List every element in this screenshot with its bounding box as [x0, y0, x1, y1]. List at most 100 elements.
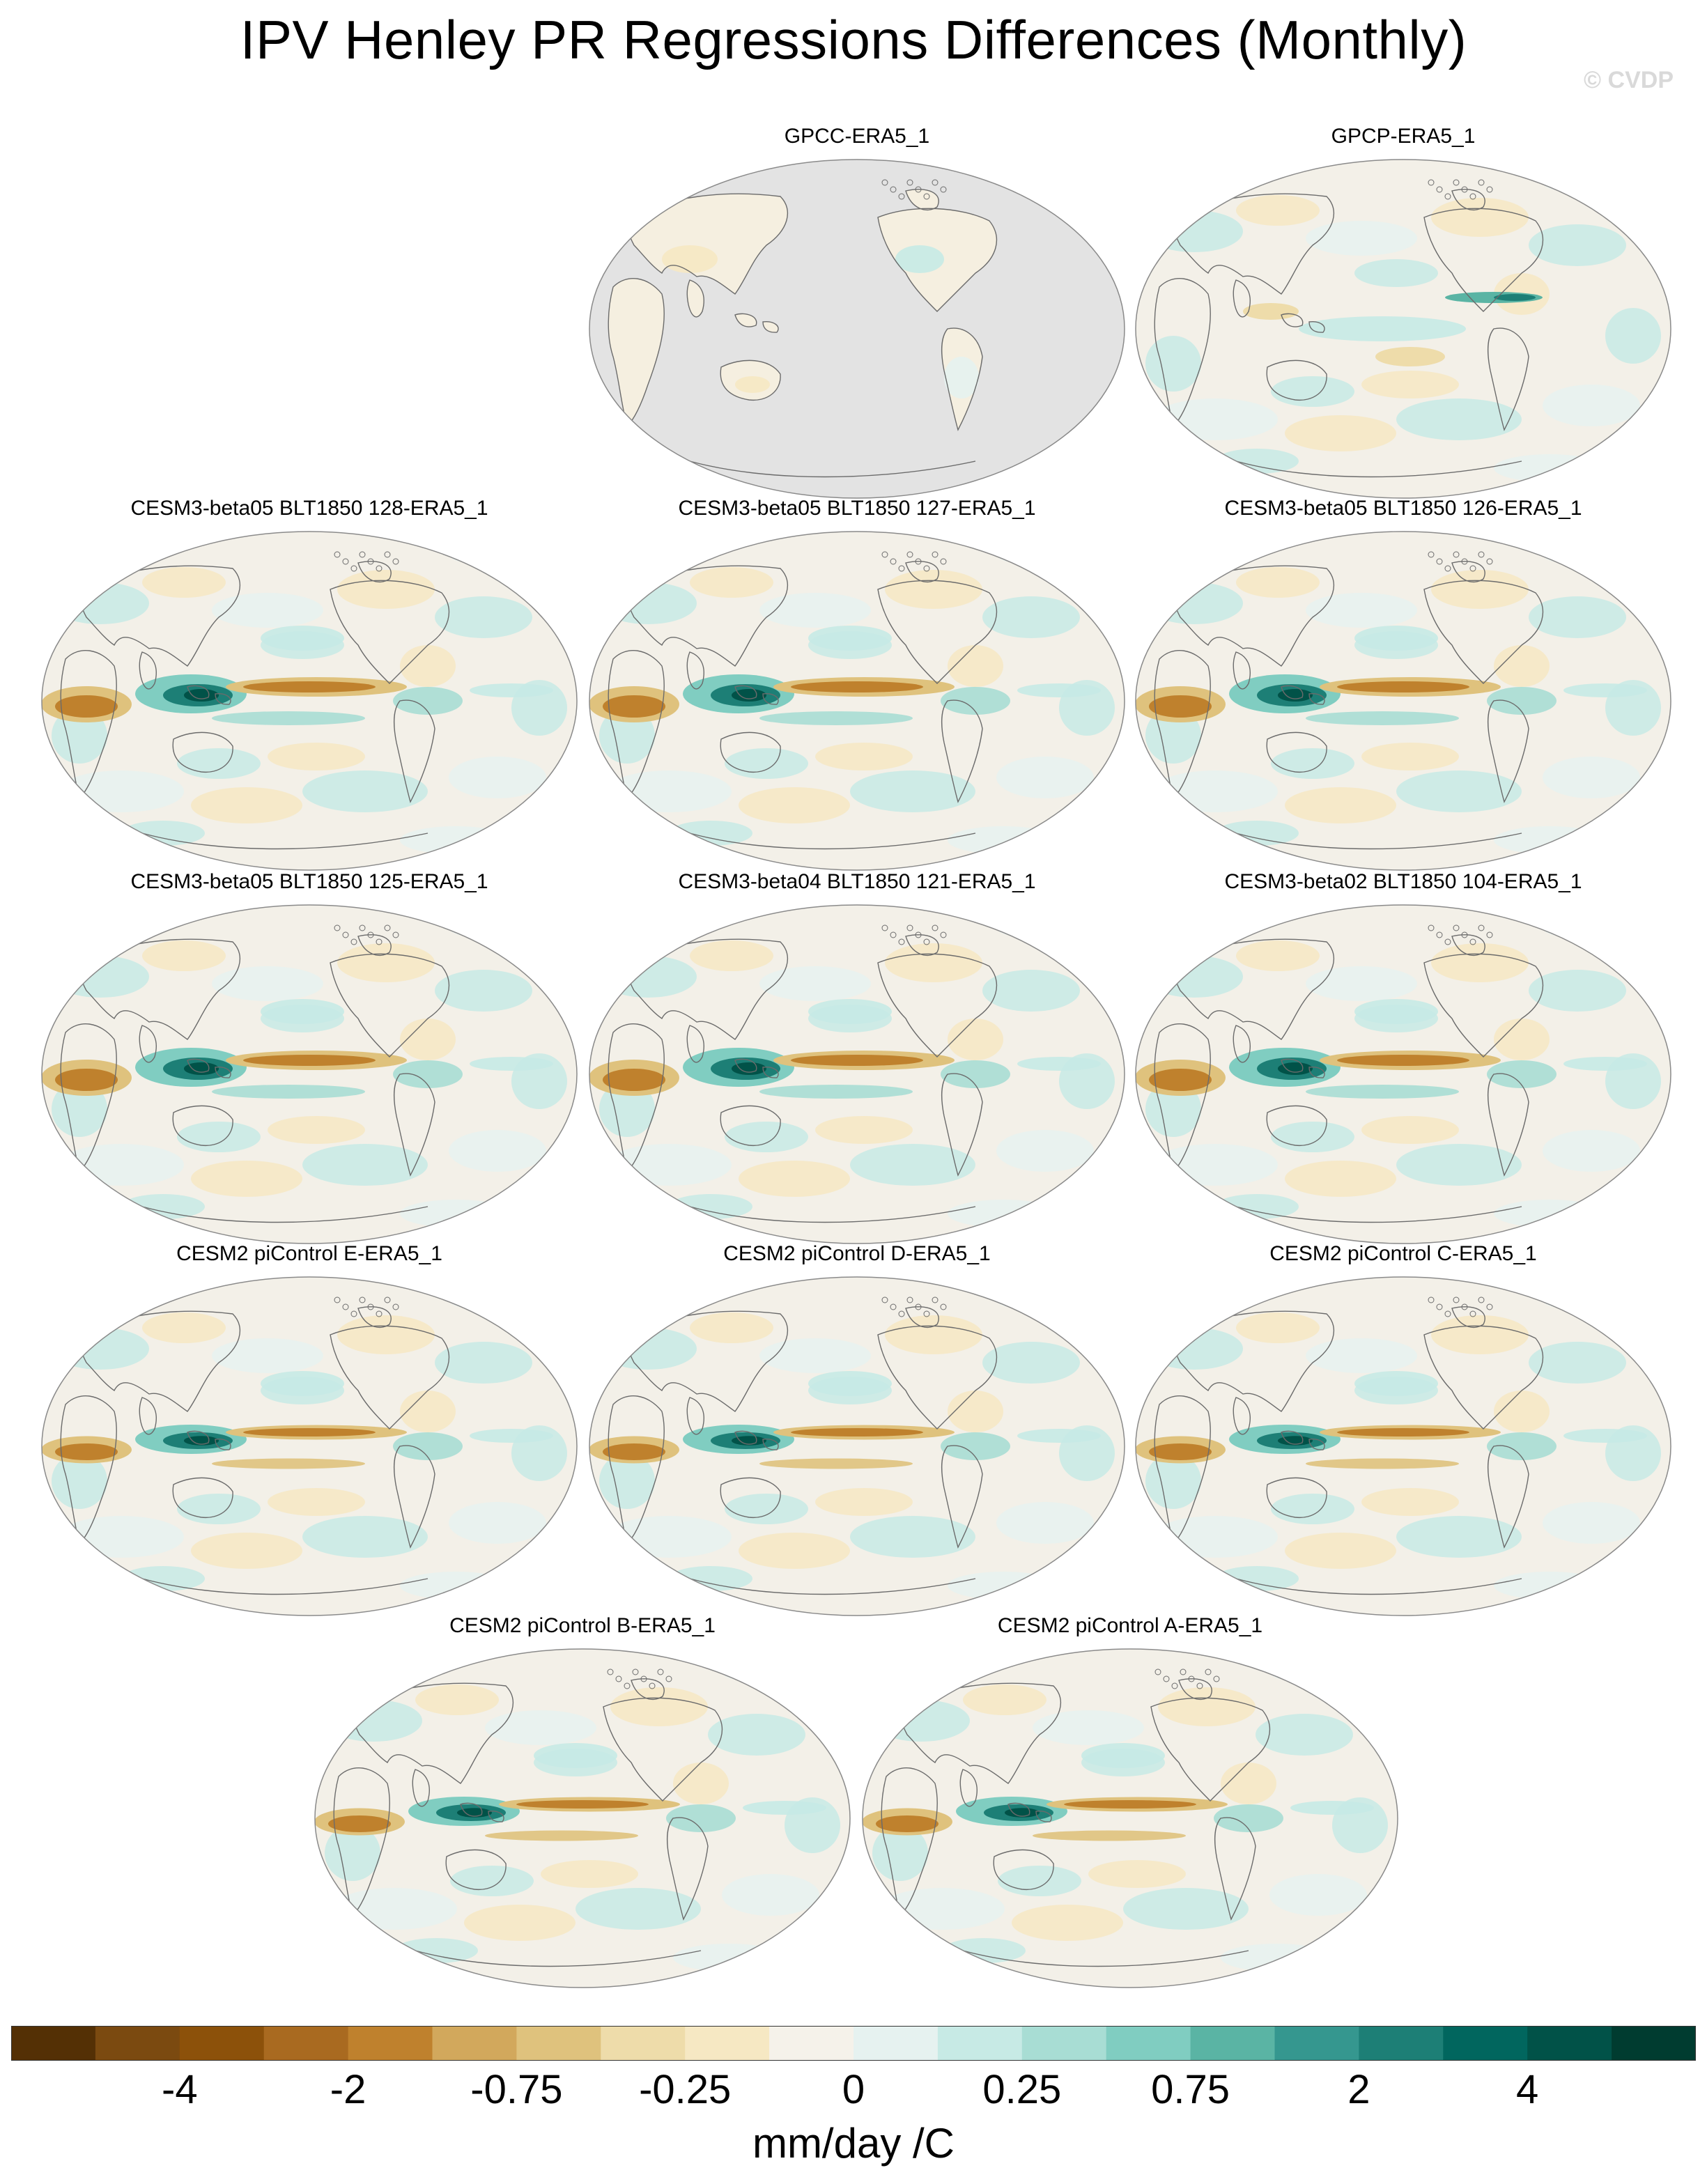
coastline — [359, 1296, 366, 1303]
anomaly-patch — [1494, 1572, 1605, 1600]
anomaly-patch — [599, 582, 697, 624]
coastline — [351, 1682, 513, 1784]
coastline — [350, 1310, 357, 1317]
anomaly-patch — [739, 1533, 850, 1569]
anomaly-patch — [268, 1116, 365, 1144]
coastline — [1453, 179, 1460, 186]
colorbar-segment — [95, 2026, 180, 2061]
anomaly-patch — [450, 1866, 534, 1896]
coastline — [626, 193, 788, 295]
anomaly-patch — [739, 787, 850, 823]
wet-anomaly — [261, 1371, 344, 1396]
wet-anomaly — [941, 687, 1010, 715]
anomaly-patch — [1431, 570, 1529, 609]
anomaly-patch — [1145, 1453, 1201, 1509]
anomaly-patch — [1285, 787, 1396, 823]
anomaly-patch — [948, 1391, 1003, 1432]
coastline — [1154, 1023, 1211, 1173]
anomaly-patch — [1299, 316, 1466, 341]
coastline — [1154, 649, 1211, 800]
coastline — [720, 1105, 781, 1147]
anomaly-patch — [885, 943, 982, 982]
coastline — [898, 193, 905, 200]
coastline — [172, 1105, 233, 1147]
coastline — [881, 924, 888, 931]
wet-anomaly — [743, 1801, 826, 1815]
coastline — [1281, 1430, 1304, 1445]
anomaly-patch — [690, 567, 773, 598]
coastline — [640, 1675, 647, 1682]
wet-anomaly — [808, 1371, 892, 1396]
anomaly-patch — [1271, 376, 1354, 407]
coastline — [1233, 1397, 1251, 1435]
coastline — [905, 561, 939, 582]
anomaly-patch — [464, 1905, 576, 1941]
wet-anomaly — [1563, 1057, 1647, 1071]
wet-anomaly — [941, 1060, 1010, 1088]
coastline — [906, 924, 913, 931]
dry-anomaly — [603, 1069, 665, 1091]
dry-anomaly — [603, 1443, 665, 1460]
coastline — [1213, 1675, 1220, 1682]
wet-anomaly — [1017, 683, 1101, 697]
coastline — [1478, 551, 1485, 558]
coastline — [187, 1430, 210, 1445]
anomaly-patch — [948, 645, 1003, 687]
colorbar-segment — [516, 2026, 601, 2061]
coastline — [1488, 1073, 1529, 1177]
coastline — [1486, 186, 1493, 193]
coastline — [720, 359, 781, 401]
coastline — [384, 924, 391, 931]
colorbar-tick-label: 2 — [1347, 2067, 1370, 2112]
spcz-band — [759, 711, 913, 725]
colorbar-segment — [1443, 2026, 1528, 2061]
coastline — [1478, 924, 1485, 931]
coastline — [1444, 565, 1451, 572]
colorbar-segment — [179, 2026, 265, 2061]
wet-anomaly — [1487, 1432, 1557, 1460]
colorbar-segment — [11, 2026, 96, 2061]
anomaly-patch — [1221, 1944, 1332, 1972]
anomaly-patch — [121, 821, 205, 846]
coastline — [139, 651, 157, 690]
colorbar-segment — [432, 2026, 517, 2061]
global-map — [41, 531, 578, 871]
anomaly-patch — [662, 245, 718, 273]
anomaly-patch — [1159, 1290, 1243, 1310]
anomaly-patch — [1529, 970, 1626, 1012]
anomaly-patch — [1215, 1566, 1299, 1591]
anomaly-patch — [1285, 415, 1396, 451]
anomaly-patch — [613, 1290, 697, 1310]
coastline — [1205, 1668, 1212, 1675]
anomaly-patch — [337, 570, 435, 609]
coastline — [932, 1296, 939, 1303]
anomaly-patch — [332, 1888, 457, 1930]
spcz-band — [212, 1458, 365, 1469]
anomaly-patch — [815, 743, 913, 770]
anomaly-patch — [669, 821, 752, 846]
colorbar-tick-label: -2 — [330, 2067, 366, 2112]
anomaly-patch — [759, 1338, 871, 1373]
wet-anomaly-core — [184, 689, 219, 702]
anomaly-patch — [1159, 917, 1243, 938]
anomaly-patch — [982, 596, 1080, 638]
anomaly-patch — [1145, 1328, 1243, 1370]
coastline — [445, 1849, 507, 1891]
anomaly-patch — [1396, 1516, 1522, 1558]
anomaly-patch — [606, 1516, 732, 1558]
land-fill — [906, 189, 939, 210]
anomaly-patch — [735, 376, 770, 393]
coastline — [1451, 934, 1485, 956]
coastline — [334, 924, 341, 931]
anomaly-patch — [1361, 371, 1459, 398]
global-map — [589, 904, 1125, 1244]
coastline — [376, 1310, 383, 1317]
coastline — [762, 693, 779, 705]
coastline — [923, 565, 930, 572]
anomaly-patch — [121, 1194, 205, 1219]
coastline — [932, 551, 939, 558]
wet-anomaly — [808, 626, 892, 651]
coastline — [1486, 931, 1493, 938]
panel-title: CESM3-beta04 BLT1850 121-ERA5_1 — [678, 870, 1036, 893]
coastline — [608, 277, 665, 428]
